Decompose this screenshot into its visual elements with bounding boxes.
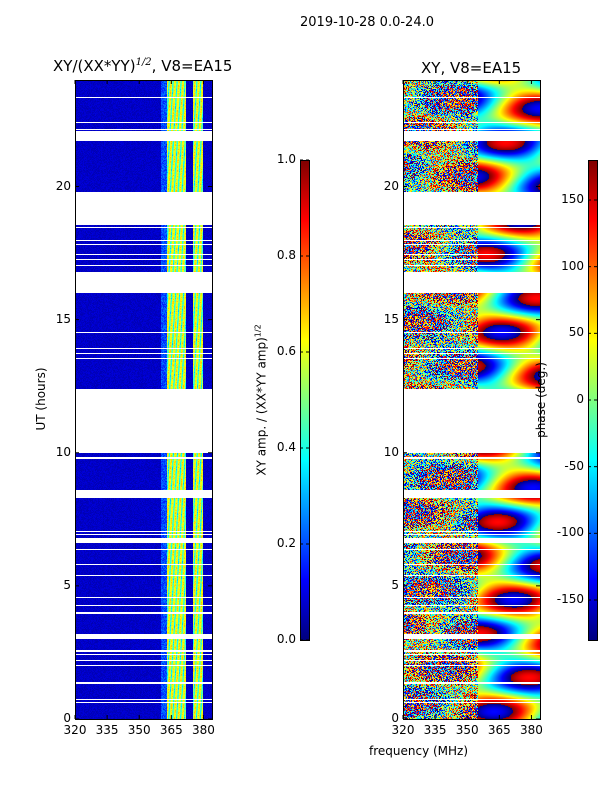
colorbar-0-tick-label: 0.2 xyxy=(276,536,296,550)
colorbar-1-tick-label: 150 xyxy=(561,192,584,206)
colorbar-1-tick-label: -50 xyxy=(564,458,584,473)
colorbar-0-tick-label: 0.8 xyxy=(276,248,296,262)
suptitle: 2019-10-28 0.0-24.0 xyxy=(300,15,434,30)
colorbar-1-tick-label: 50 xyxy=(568,325,584,340)
panel-0-ytick-label: 20 xyxy=(55,178,71,193)
panel-1-frame xyxy=(403,80,541,720)
panel-0-xtick-label: 335 xyxy=(95,723,119,737)
panel-0-ytick-label: 0 xyxy=(63,711,71,725)
panel-0-ytick-label: 10 xyxy=(55,444,71,459)
colorbar-1-tick-label: 0 xyxy=(576,392,584,406)
colorbar-0-tick-label: 1.0 xyxy=(276,152,296,166)
panel-1-xtick-label: 365 xyxy=(487,723,511,737)
colorbar-0-tick-label: 0.0 xyxy=(276,632,296,646)
x-axis-label: frequency (MHz) xyxy=(369,744,469,758)
amplitude-colorbar xyxy=(300,160,309,640)
left-title: XY/(XX*YY)1/2, V8=EA15 xyxy=(53,57,232,75)
left-title-tail: , V8=EA15 xyxy=(151,57,233,75)
panel-0-frame xyxy=(75,80,213,720)
phase-colorbar xyxy=(588,160,597,640)
panel-1-xtick-label: 350 xyxy=(455,723,479,737)
panel-0-ytick-label: 15 xyxy=(55,311,71,326)
panel-0-xtick-label: 320 xyxy=(63,723,87,737)
panel-0-xtick-label: 350 xyxy=(127,723,151,737)
panel-0-xtick-label: 365 xyxy=(159,723,183,737)
colorbar-0-frame xyxy=(300,160,310,641)
colorbar-1-tick-label: 100 xyxy=(561,258,584,273)
panel-1-ytick-label: 0 xyxy=(391,711,399,725)
amplitude-colorbar-label-text: XY amp. / (XX*YY amp) xyxy=(254,337,269,476)
panel-1-xtick-label: 380 xyxy=(519,723,543,737)
panel-0-xtick-label: 380 xyxy=(191,723,215,737)
right-title: XY, V8=EA15 xyxy=(421,59,522,77)
panel-1-xtick-label: 320 xyxy=(391,723,415,737)
panel-1-ytick-label: 20 xyxy=(383,178,399,193)
panel-1-ytick-label: 10 xyxy=(383,444,399,459)
left-title-main: XY/(XX*YY) xyxy=(53,57,136,75)
panel-1-xtick-label: 335 xyxy=(423,723,447,737)
colorbar-0-tick-label: 0.4 xyxy=(276,440,296,454)
colorbar-0-tick-label: 0.6 xyxy=(276,344,296,358)
y-axis-label: UT (hours) xyxy=(34,367,48,431)
phase-heatmap xyxy=(403,80,540,719)
phase-colorbar-label: phase (deg.) xyxy=(534,362,548,438)
colorbar-1-tick-label: -150 xyxy=(556,592,584,606)
left-title-sup: 1/2 xyxy=(135,57,152,68)
panel-1-ytick-label: 15 xyxy=(383,311,399,326)
panel-1-ytick-label: 5 xyxy=(391,577,399,592)
amplitude-colorbar-label-sup: 1/2 xyxy=(253,324,263,338)
amplitude-colorbar-label: XY amp. / (XX*YY amp)1/2 xyxy=(254,324,269,475)
colorbar-1-tick-label: -100 xyxy=(556,525,584,540)
amplitude-heatmap xyxy=(75,80,212,719)
panel-0-ytick-label: 5 xyxy=(63,577,71,592)
